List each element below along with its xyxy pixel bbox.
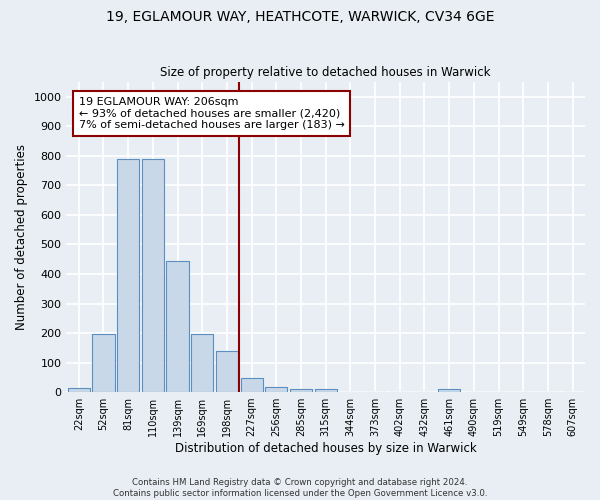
Bar [92, 334, 115, 392]
Bar [290, 390, 312, 392]
Bar [142, 159, 164, 392]
Bar [265, 387, 287, 392]
Text: 19, EGLAMOUR WAY, HEATHCOTE, WARWICK, CV34 6GE: 19, EGLAMOUR WAY, HEATHCOTE, WARWICK, CV… [106, 10, 494, 24]
Bar [166, 260, 188, 392]
Bar [438, 390, 460, 392]
Bar [216, 350, 238, 392]
Bar [314, 390, 337, 392]
Text: Contains HM Land Registry data © Crown copyright and database right 2024.
Contai: Contains HM Land Registry data © Crown c… [113, 478, 487, 498]
Bar [117, 159, 139, 392]
Title: Size of property relative to detached houses in Warwick: Size of property relative to detached ho… [160, 66, 491, 80]
X-axis label: Distribution of detached houses by size in Warwick: Distribution of detached houses by size … [175, 442, 476, 455]
Text: 19 EGLAMOUR WAY: 206sqm
← 93% of detached houses are smaller (2,420)
7% of semi-: 19 EGLAMOUR WAY: 206sqm ← 93% of detache… [79, 97, 344, 130]
Bar [191, 334, 214, 392]
Bar [241, 378, 263, 392]
Bar [68, 388, 90, 392]
Y-axis label: Number of detached properties: Number of detached properties [15, 144, 28, 330]
